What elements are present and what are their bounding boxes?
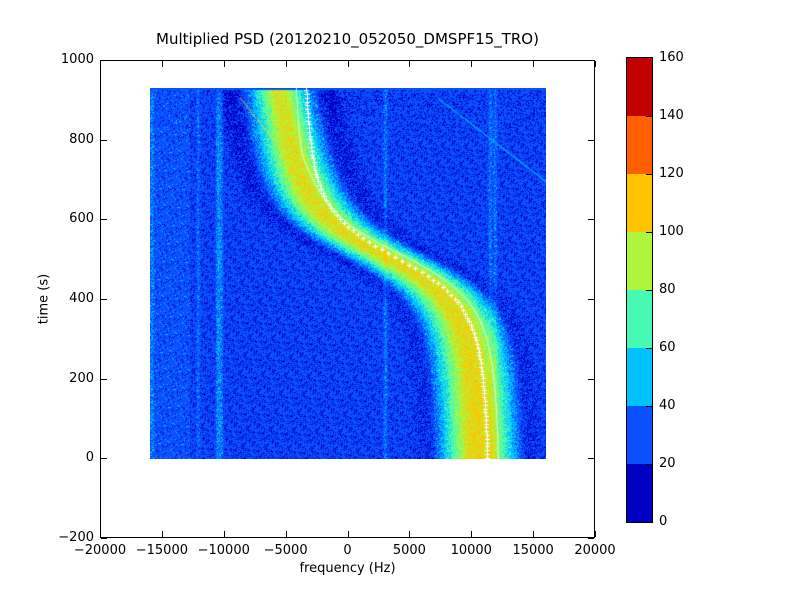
y-tick-label: 1000 [60,52,94,67]
colorbar-tickmark [646,464,652,465]
x-tickmark-top [223,61,225,67]
colorbar-tickmark [646,406,652,407]
x-tickmark-top [285,61,287,67]
colorbar-tick-label: 100 [659,224,684,239]
colorbar-tickmark [646,290,652,291]
colorbar-tick-label: 140 [659,108,684,123]
x-tickmark-top [161,61,163,67]
x-tickmark-top [100,61,101,67]
x-axis-label: frequency (Hz) [299,561,396,576]
x-tickmark-bottom [595,531,596,537]
colorbar-segment [627,232,652,290]
y-tick-label: 400 [69,291,94,306]
colorbar-segment [627,290,652,348]
y-axis-label: time (s) [36,273,52,325]
x-tick-label: −20000 [73,543,127,558]
colorbar-tick-label: 80 [659,282,676,297]
colorbar-segment [627,174,652,232]
x-tick-label: 15000 [512,543,554,558]
x-tick-label: −15000 [135,543,188,558]
colorbar-segment [627,464,652,522]
y-tickmark-right [588,60,594,61]
x-tickmark-top [533,61,535,67]
y-tickmark-left [101,299,107,300]
y-tick-label: −200 [58,530,94,545]
colorbar-tickmark [646,116,652,117]
colorbar-tick-label: 160 [659,50,684,65]
x-tickmark-bottom [223,531,225,537]
x-tick-label: −5000 [263,543,308,558]
colorbar-tickmark [646,174,652,175]
colorbar-segment [627,58,652,116]
spectrogram-image [150,88,546,459]
y-tickmark-right [588,378,594,380]
x-tickmark-bottom [285,531,287,537]
x-tickmark-top [409,61,411,67]
colorbar-tick-label: 40 [659,398,676,413]
y-tickmark-left [101,538,107,539]
x-tick-label: 10000 [450,543,492,558]
colorbar-tickmark [646,348,652,349]
x-tick-label: 20000 [574,543,616,558]
y-tick-label: 0 [85,450,94,466]
y-tick-label: 600 [69,211,94,227]
y-tickmark-left [101,378,107,380]
y-tickmark-right [588,299,594,300]
x-tick-label: 5000 [392,543,426,558]
colorbar-tick-label: 120 [659,166,684,181]
y-tickmark-right [588,458,594,460]
x-tickmark-bottom [347,531,349,537]
x-tickmark-top [347,61,349,67]
colorbar-tick-label: 20 [659,456,676,471]
y-tickmark-left [101,219,107,221]
colorbar-tickmark [646,232,652,233]
x-tick-label: 0 [343,543,352,558]
colorbar-segment [627,116,652,174]
y-tickmark-left [101,60,107,61]
y-tick-label: 800 [69,131,94,147]
x-tickmark-bottom [161,531,163,537]
y-tickmark-right [588,219,594,221]
colorbar-tick-label: 60 [659,340,676,355]
x-tickmark-bottom [533,531,535,537]
colorbar-segment [627,406,652,464]
x-tickmark-bottom [471,531,473,537]
y-tickmark-left [101,139,107,141]
x-tickmark-top [471,61,473,67]
x-tickmark-bottom [409,531,411,537]
colorbar [626,57,653,523]
y-tickmark-right [588,139,594,141]
axes-frame [100,60,595,538]
plot-title: Multiplied PSD (20120210_052050_DMSPF15_… [156,30,539,48]
x-tickmark-top [595,61,596,67]
colorbar-segment [627,348,652,406]
y-tickmark-right [588,538,594,539]
x-tick-label: −10000 [197,543,250,558]
colorbar-tick-label: 0 [659,514,668,529]
y-tick-label: 200 [69,370,94,386]
x-tickmark-bottom [100,531,101,537]
y-tickmark-left [101,458,107,460]
